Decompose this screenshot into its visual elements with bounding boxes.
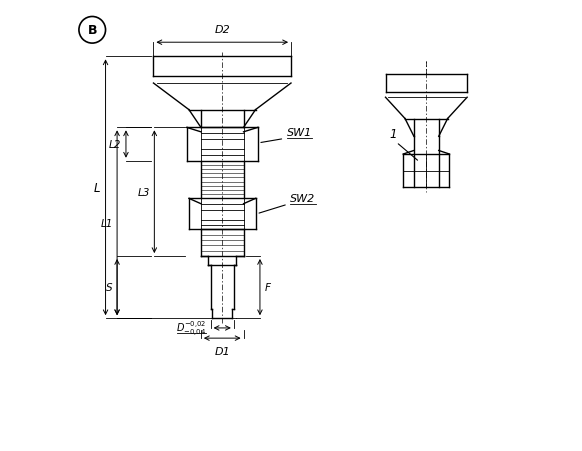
Text: SW2: SW2: [290, 193, 315, 203]
Text: L1: L1: [100, 218, 113, 228]
Text: D2: D2: [214, 25, 230, 35]
Text: B: B: [87, 24, 97, 37]
Text: SW1: SW1: [286, 128, 312, 138]
Text: 1: 1: [389, 128, 397, 141]
Text: F: F: [264, 282, 271, 292]
Text: L: L: [94, 181, 100, 194]
Text: $D^{-0{,}02}_{-0{,}04}$: $D^{-0{,}02}_{-0{,}04}$: [176, 319, 206, 337]
Text: L3: L3: [137, 187, 150, 197]
Text: S: S: [106, 282, 113, 292]
Text: L2: L2: [109, 140, 122, 150]
Text: D1: D1: [214, 346, 230, 356]
